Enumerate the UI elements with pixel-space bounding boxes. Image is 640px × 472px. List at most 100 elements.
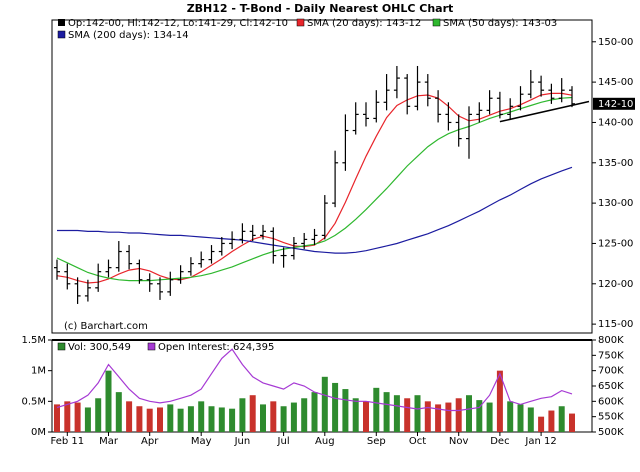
volume-bar (301, 398, 308, 432)
legend-swatch (147, 342, 156, 351)
legend-swatch (296, 18, 305, 27)
y2-tick-label: 750K (598, 350, 624, 361)
y-tick-label: 125-00 (598, 238, 633, 249)
y-tick-label: 140-00 (598, 117, 633, 128)
volume-bar (383, 392, 390, 432)
volume-bar (208, 406, 215, 432)
volume-bar (332, 382, 339, 432)
legend-label: SMA (50 days): 143-03 (443, 18, 557, 29)
legend-label: SMA (20 days): 143-12 (307, 18, 421, 29)
volume-bar (486, 402, 493, 432)
volume-bar (517, 404, 524, 432)
volume-bar (455, 398, 462, 432)
x-tick-label: Aug (315, 436, 335, 447)
legend-swatch (58, 19, 65, 26)
x-tick-label: Nov (449, 436, 469, 447)
legend-swatch (57, 30, 66, 39)
volume-bar (157, 407, 163, 432)
open-interest-line (56, 348, 573, 412)
volume-bar (466, 395, 472, 432)
y-tick-label: 115-00 (598, 319, 633, 330)
price-panel (51, 19, 593, 334)
x-tick-label: Jul (277, 436, 290, 447)
volume-bar (270, 401, 277, 432)
volume-bar (239, 398, 246, 432)
volume-bar (414, 395, 421, 432)
volume-bar (548, 410, 555, 432)
x-tick-label: Sep (367, 436, 386, 447)
volume-bar (290, 402, 297, 432)
x-tick-label: Mar (99, 436, 119, 447)
legend-label: SMA (200 days): 134-14 (68, 30, 189, 41)
volume-bar (167, 404, 174, 432)
x-tick-label: Jun (234, 436, 251, 447)
volume-bar (393, 395, 400, 432)
volume-bar (64, 401, 71, 432)
volume-bar (95, 398, 102, 432)
volume-bar (126, 401, 133, 432)
y2-tick-label: 650K (598, 381, 624, 392)
volume-bar (136, 406, 143, 432)
volume-bar (187, 406, 194, 432)
volume-bar (527, 407, 534, 432)
volume-bar (569, 413, 575, 432)
y2-tick-label: 550K (598, 412, 624, 423)
volume-bar (249, 395, 256, 432)
x-tick-label: Jan 12 (524, 436, 556, 447)
x-tick-label: Apr (141, 436, 159, 447)
volume-bar (115, 392, 122, 432)
volume-bar (445, 402, 452, 432)
legend-label: Open Interest: 624,395 (158, 342, 274, 353)
volume-bar (435, 404, 442, 432)
volume-bar (54, 404, 60, 432)
volume-bar (538, 416, 545, 432)
y2-tick-label: 700K (598, 366, 624, 377)
volume-bar (105, 370, 112, 432)
legend-label: Op:142-00, Hi:142-12, Lo:141-29, Cl:142-… (68, 18, 288, 29)
y-tick-label: 120-00 (598, 279, 633, 290)
volume-bar (84, 407, 91, 432)
x-tick-label: Dec (490, 436, 509, 447)
trendline (499, 100, 590, 123)
volume-bar (507, 401, 514, 432)
y-tick-label: 145-00 (598, 77, 633, 88)
volume-bar (373, 387, 380, 432)
y-tick-label: 1M (31, 366, 46, 377)
y-tick-label: 150-00 (598, 37, 633, 48)
legend-label: Vol: 300,549 (68, 342, 131, 353)
volume-bar (146, 408, 153, 432)
legend-swatch (432, 18, 441, 27)
volume-bar (404, 398, 411, 432)
volume-bar (280, 406, 287, 432)
volume-bar (321, 376, 328, 432)
last-price-label: 142-10 (598, 99, 633, 110)
x-tick-label: Oct (409, 436, 426, 447)
volume-bar (352, 398, 359, 432)
volume-bar (342, 389, 349, 432)
y2-tick-label: 500K (598, 427, 624, 438)
legend-swatch (57, 342, 66, 351)
volume-bar (177, 408, 184, 432)
volume-bar (363, 401, 369, 432)
y-tick-label: 0.5M (21, 396, 46, 407)
y-tick-label: 130-00 (598, 198, 633, 209)
y-tick-label: 135-00 (598, 158, 633, 169)
volume-bar (218, 407, 225, 432)
last-price-box (593, 97, 635, 110)
y2-tick-label: 800K (598, 335, 624, 346)
chart-title: ZBH12 - T-Bond - Daily Nearest OHLC Char… (187, 2, 454, 15)
volume-bar (558, 406, 565, 432)
volume-bar (311, 392, 318, 432)
volume-bar (260, 404, 266, 432)
volume-bar (476, 400, 483, 432)
y-tick-label: 1.5M (21, 335, 46, 346)
sma-line (57, 166, 573, 254)
volume-bar (229, 408, 236, 432)
x-tick-label: May (191, 436, 212, 447)
volume-bar (496, 370, 503, 432)
volume-bar (424, 401, 431, 432)
y2-tick-label: 600K (598, 396, 624, 407)
volume-bar (74, 402, 81, 432)
volume-bar (198, 401, 205, 432)
